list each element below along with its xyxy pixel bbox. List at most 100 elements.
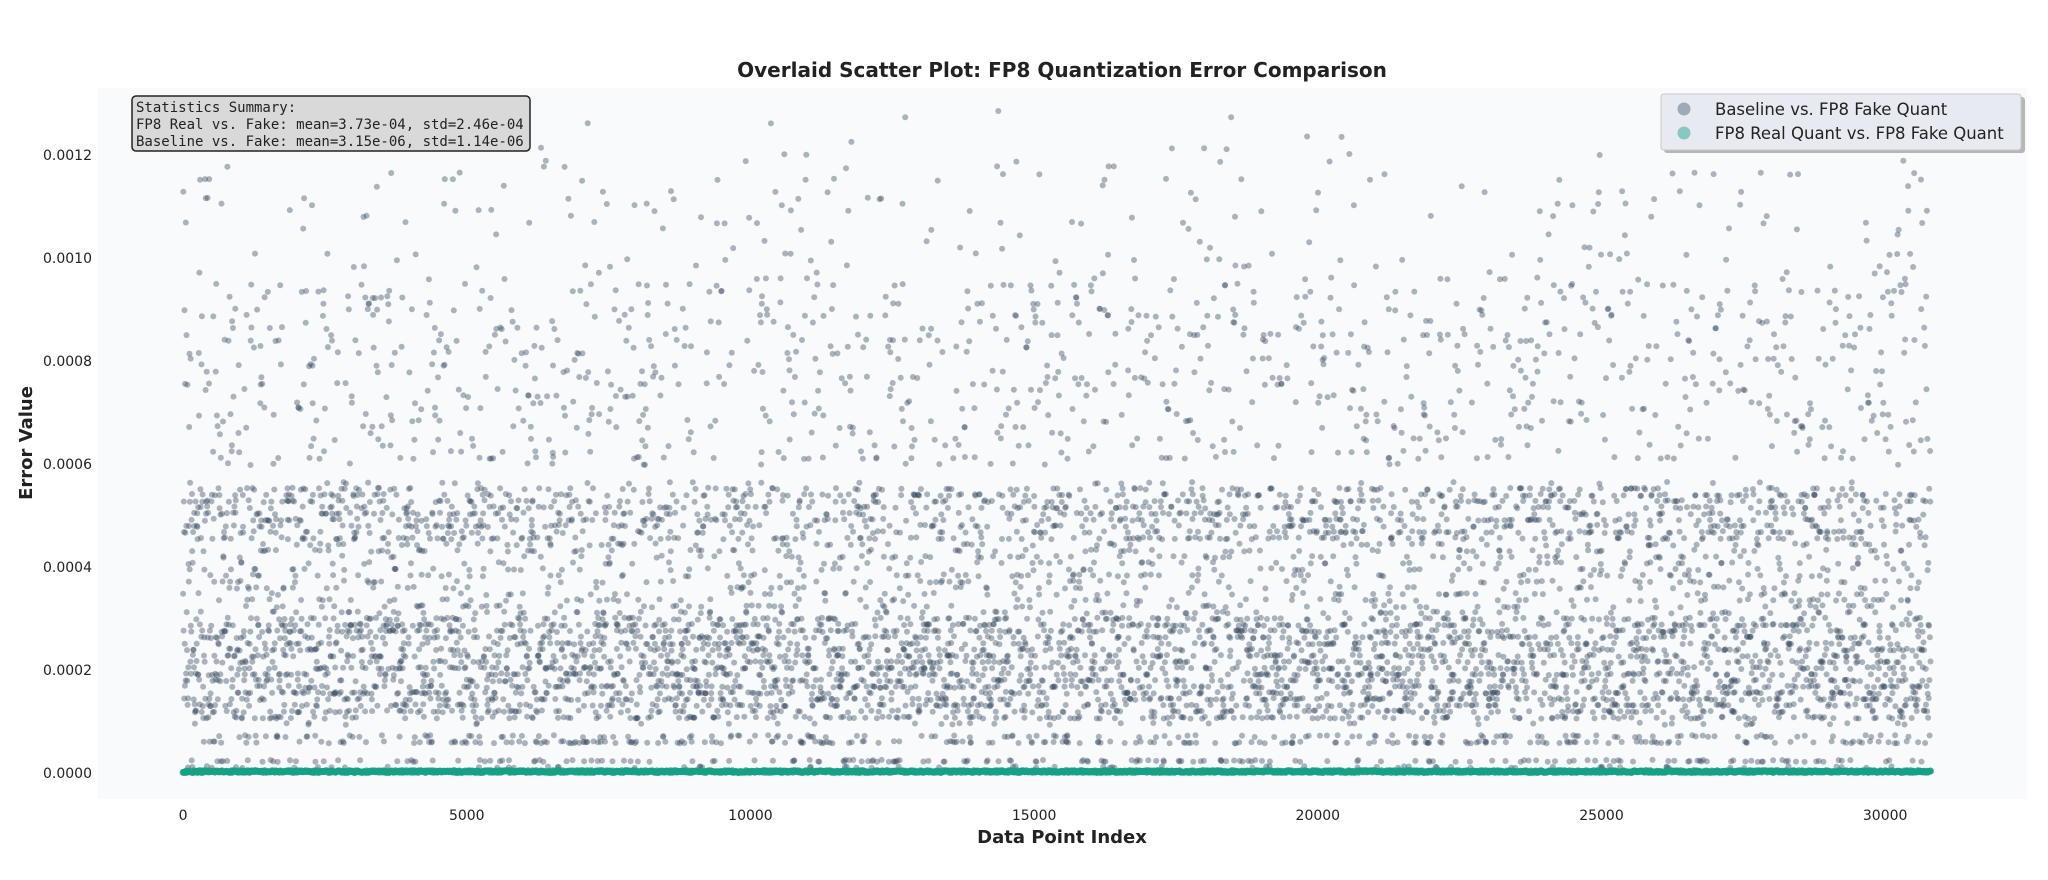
data-point	[254, 510, 261, 517]
data-point	[1168, 503, 1175, 510]
data-point	[1132, 275, 1139, 282]
data-point	[255, 676, 262, 683]
data-point	[885, 343, 892, 350]
data-point	[658, 374, 665, 381]
data-point	[929, 708, 936, 715]
data-point	[1270, 523, 1277, 529]
data-point	[843, 165, 849, 172]
data-point	[273, 604, 280, 611]
data-point	[792, 713, 799, 720]
data-point	[520, 509, 527, 516]
data-point	[288, 671, 295, 678]
data-point	[222, 523, 229, 530]
data-point	[595, 713, 602, 720]
data-point	[852, 658, 859, 665]
data-point	[915, 695, 922, 702]
data-point	[793, 523, 800, 530]
data-point	[524, 460, 531, 467]
data-point	[1122, 515, 1129, 522]
data-point	[228, 696, 235, 702]
data-point	[934, 177, 941, 184]
data-point	[840, 498, 847, 505]
data-point	[547, 542, 554, 549]
data-point	[451, 480, 458, 487]
data-point	[318, 510, 325, 517]
data-point	[412, 251, 419, 258]
data-point	[1241, 325, 1248, 332]
data-point	[300, 485, 307, 492]
data-point	[777, 708, 784, 715]
data-point	[383, 504, 390, 511]
data-point	[1013, 312, 1019, 319]
data-point	[271, 486, 278, 493]
data-point	[971, 695, 977, 702]
data-point	[380, 622, 387, 629]
data-point	[394, 690, 401, 697]
data-point	[857, 534, 864, 541]
data-point	[1034, 633, 1041, 640]
data-point	[606, 503, 613, 510]
data-point	[720, 536, 727, 543]
data-point	[420, 609, 427, 616]
data-point	[899, 200, 906, 207]
data-point	[527, 627, 534, 634]
data-point	[608, 381, 615, 388]
data-point	[381, 677, 388, 684]
data-point	[346, 707, 352, 714]
data-point	[409, 534, 416, 541]
data-point	[1099, 270, 1106, 277]
data-point	[273, 715, 280, 722]
data-point	[276, 684, 283, 691]
data-point	[976, 634, 983, 641]
data-point	[459, 535, 466, 542]
data-point	[387, 486, 394, 493]
data-point	[987, 689, 994, 696]
data-point	[991, 658, 998, 665]
data-point	[365, 300, 372, 307]
data-point	[509, 622, 516, 629]
data-point	[934, 337, 941, 344]
data-point	[955, 441, 962, 448]
data-point	[692, 485, 699, 492]
data-point	[196, 621, 203, 628]
data-point	[363, 622, 370, 629]
data-point	[1244, 670, 1251, 677]
data-point	[1161, 659, 1168, 666]
data-point	[1184, 732, 1191, 739]
data-point	[538, 344, 545, 351]
data-point	[204, 497, 211, 504]
data-point	[988, 701, 995, 708]
data-point	[800, 534, 807, 541]
data-point	[232, 305, 239, 312]
data-point	[320, 287, 327, 294]
data-point	[988, 627, 995, 634]
data-point	[890, 738, 897, 745]
data-point	[1250, 299, 1257, 306]
data-point	[346, 628, 353, 635]
data-point	[1108, 510, 1115, 517]
data-point	[1145, 529, 1152, 536]
data-point	[257, 697, 263, 704]
data-point	[454, 547, 461, 554]
data-point	[821, 695, 828, 702]
data-point	[959, 405, 966, 412]
data-point	[592, 659, 598, 666]
data-point	[1277, 615, 1284, 622]
data-point	[840, 509, 846, 516]
data-point	[456, 541, 463, 548]
data-point	[1089, 677, 1096, 684]
data-point	[711, 757, 718, 764]
data-point	[587, 448, 594, 455]
data-point	[1249, 355, 1256, 362]
data-point	[1159, 381, 1166, 388]
data-point	[1071, 616, 1078, 622]
data-point	[1089, 640, 1095, 647]
data-point	[499, 733, 506, 740]
data-point	[932, 516, 939, 523]
data-point	[240, 709, 247, 716]
data-point	[818, 676, 824, 683]
data-point	[245, 497, 252, 504]
data-point	[1167, 287, 1174, 294]
data-point	[263, 651, 270, 658]
data-point	[442, 635, 449, 642]
